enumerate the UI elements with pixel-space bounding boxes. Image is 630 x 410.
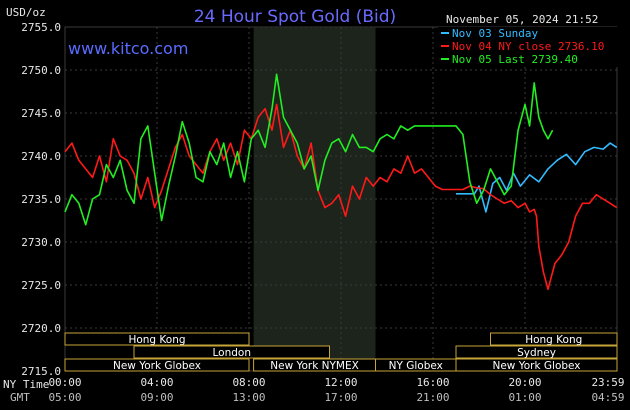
legend-item: Nov 04 NY close 2736.10 xyxy=(452,40,604,53)
site-watermark: www.kitco.com xyxy=(68,39,188,58)
market-label: New York NYMEX xyxy=(270,360,359,372)
gmt-time-tick: 21:00 xyxy=(416,391,449,404)
ny-time-label: NY Time xyxy=(3,378,49,391)
y-axis-labels: 2755.0 2750.0 2745.0 2740.0 2735.0 2730.0 2725… xyxy=(21,21,61,378)
market-label: Hong Kong xyxy=(128,334,185,346)
gmt-time-tick: 01:00 xyxy=(508,391,541,404)
gmt-time-tick: 09:00 xyxy=(140,391,173,404)
series-line xyxy=(64,103,618,291)
market-label: Sydney xyxy=(517,347,556,359)
ny-time-tick: 08:00 xyxy=(232,376,265,389)
y-tick-label: 2720.0 xyxy=(21,322,61,335)
market-label: Hong Kong xyxy=(525,334,582,346)
ny-time-tick: 12:00 xyxy=(324,376,357,389)
gmt-time-tick: 04:59 xyxy=(591,391,624,404)
y-tick-label: 2715.0 xyxy=(21,365,61,378)
market-bar xyxy=(455,358,618,372)
market-label: New York Globex xyxy=(492,360,580,372)
y-tick-label: 2725.0 xyxy=(21,279,61,292)
market-bar xyxy=(64,332,250,346)
y-tick-label: 2745.0 xyxy=(21,107,61,120)
ny-time-tick: 00:00 xyxy=(48,376,81,389)
market-label: New York Globex xyxy=(113,360,201,372)
market-bar xyxy=(64,358,250,372)
ny-time-tick: 16:00 xyxy=(416,376,449,389)
y-axis-unit: USD/oz xyxy=(6,6,46,19)
y-tick-label: 2755.0 xyxy=(21,21,61,34)
series-line xyxy=(456,142,618,213)
ny-time-tick: 20:00 xyxy=(508,376,541,389)
price-series xyxy=(64,73,618,291)
chart-date: November 05, 2024 21:52 xyxy=(446,13,598,26)
y-tick-label: 2735.0 xyxy=(21,193,61,206)
ny-time-tick: 04:00 xyxy=(140,376,173,389)
legend-box xyxy=(438,27,618,67)
ny-time-tick: 23:59 xyxy=(591,376,624,389)
legend-item: Nov 03 Sunday xyxy=(452,27,538,40)
market-bar xyxy=(133,345,330,359)
gmt-label: GMT xyxy=(10,391,30,404)
series-line xyxy=(64,73,554,226)
gmt-time-tick: 05:00 xyxy=(48,391,81,404)
market-bar xyxy=(490,332,618,346)
gmt-time-tick: 13:00 xyxy=(232,391,265,404)
market-label: NY Globex xyxy=(389,360,443,372)
gmt-time-tick: 17:00 xyxy=(324,391,357,404)
legend-item: Nov 05 Last 2739.40 xyxy=(452,53,578,66)
market-bar xyxy=(455,345,618,359)
time-axis: 00:00 05:00 04:00 09:00 08:00 13:00 12:00 17:00… xyxy=(48,376,624,404)
chart-title: 24 Hour Spot Gold (Bid) xyxy=(194,7,396,27)
y-tick-label: 2740.0 xyxy=(21,150,61,163)
market-label: London xyxy=(213,347,252,359)
y-tick-label: 2750.0 xyxy=(21,64,61,77)
y-tick-label: 2730.0 xyxy=(21,236,61,249)
